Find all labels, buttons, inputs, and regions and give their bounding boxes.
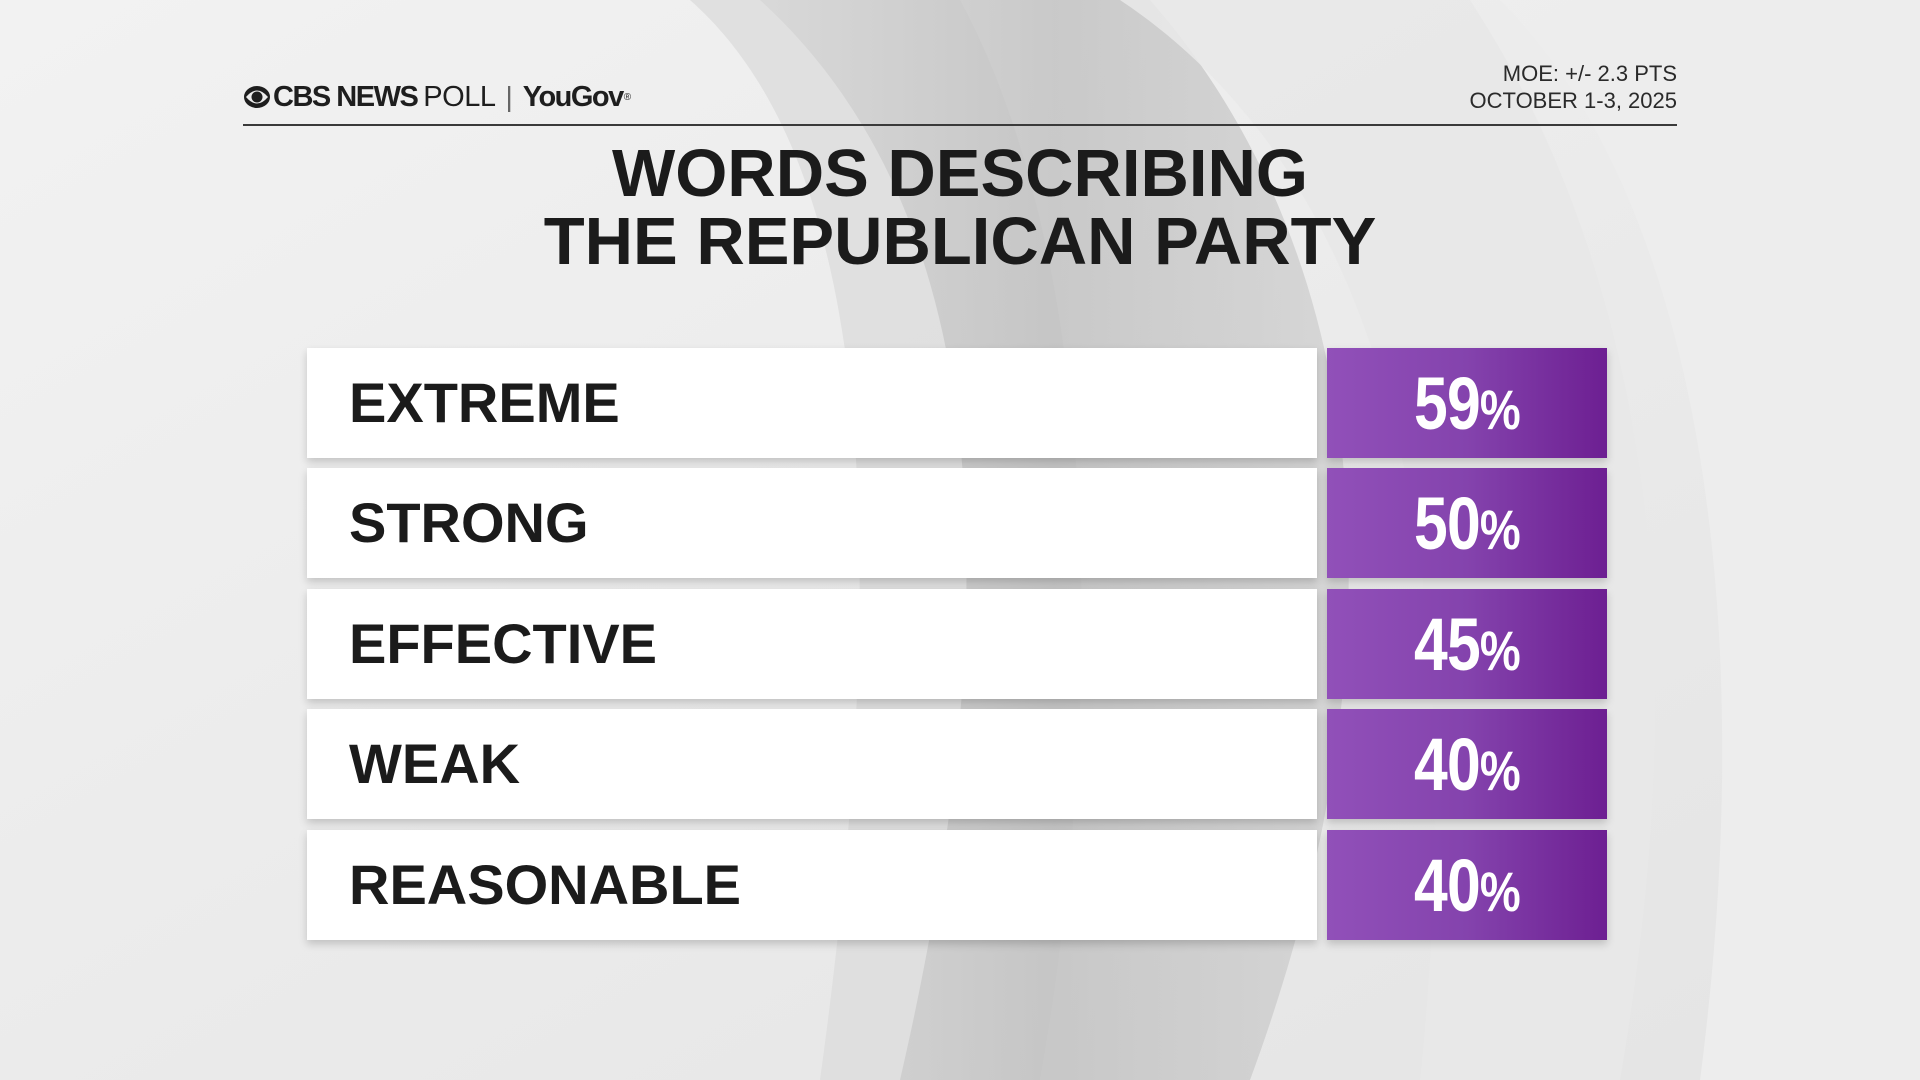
chart-row: EFFECTIVE 45% — [307, 589, 1607, 699]
row-value-number: 40 — [1414, 723, 1481, 806]
row-value-number: 40 — [1414, 844, 1481, 927]
brand-product: POLL — [423, 80, 496, 113]
margin-of-error: MOE: +/- 2.3 PTS — [1502, 61, 1677, 86]
row-label: STRONG — [349, 491, 589, 554]
row-value-unit: % — [1479, 498, 1521, 561]
row-label-box: EXTREME — [307, 348, 1317, 458]
partner-logo: YouGov — [522, 80, 625, 113]
row-label: WEAK — [349, 732, 521, 795]
row-value-unit: % — [1479, 739, 1521, 802]
row-label-box: WEAK — [307, 709, 1317, 819]
row-value-box: 59% — [1327, 348, 1607, 458]
poll-dates: OCTOBER 1-3, 2025 — [1469, 88, 1677, 113]
cbs-eye-icon — [244, 86, 270, 108]
row-value: 40% — [1352, 709, 1582, 819]
poll-meta: MOE: +/- 2.3 PTS OCTOBER 1-3, 2025 — [1470, 60, 1677, 114]
brand-logo: CBS NEWS POLL | YouGov ® — [243, 80, 631, 114]
row-value-box: 40% — [1327, 830, 1607, 940]
chart-row: EXTREME 59% — [307, 348, 1607, 458]
title-line-1: WORDS DESCRIBING — [611, 136, 1309, 211]
row-label-box: EFFECTIVE — [307, 589, 1317, 699]
chart-row: WEAK 40% — [307, 709, 1607, 819]
row-label-box: STRONG — [307, 468, 1317, 578]
row-label: REASONABLE — [349, 853, 742, 916]
row-label: EFFECTIVE — [349, 612, 658, 675]
row-label: EXTREME — [349, 371, 620, 434]
row-value-number: 59 — [1414, 362, 1481, 445]
row-value-number: 45 — [1414, 603, 1481, 686]
title-line-2: THE REPUBLICAN PARTY — [543, 204, 1377, 279]
row-value: 40% — [1352, 830, 1582, 940]
row-value: 45% — [1352, 589, 1582, 699]
row-value: 50% — [1352, 468, 1582, 578]
row-value-unit: % — [1479, 378, 1521, 441]
row-label-box: REASONABLE — [307, 830, 1317, 940]
header-bar: CBS NEWS POLL | YouGov ® MOE: +/- 2.3 PTS… — [243, 60, 1677, 126]
trademark-icon: ® — [623, 91, 632, 103]
chart-title: WORDS DESCRIBING THE REPUBLICAN PARTY — [340, 140, 1580, 276]
chart-row: STRONG 50% — [307, 468, 1607, 578]
row-value-box: 40% — [1327, 709, 1607, 819]
row-value: 59% — [1352, 348, 1582, 458]
chart-row: REASONABLE 40% — [307, 830, 1607, 940]
row-value-unit: % — [1479, 619, 1521, 682]
row-value-box: 45% — [1327, 589, 1607, 699]
brand-separator: | — [505, 81, 513, 112]
row-value-number: 50 — [1414, 482, 1481, 565]
brand-network: CBS NEWS — [273, 80, 419, 113]
row-value-box: 50% — [1327, 468, 1607, 578]
row-value-unit: % — [1479, 860, 1521, 923]
